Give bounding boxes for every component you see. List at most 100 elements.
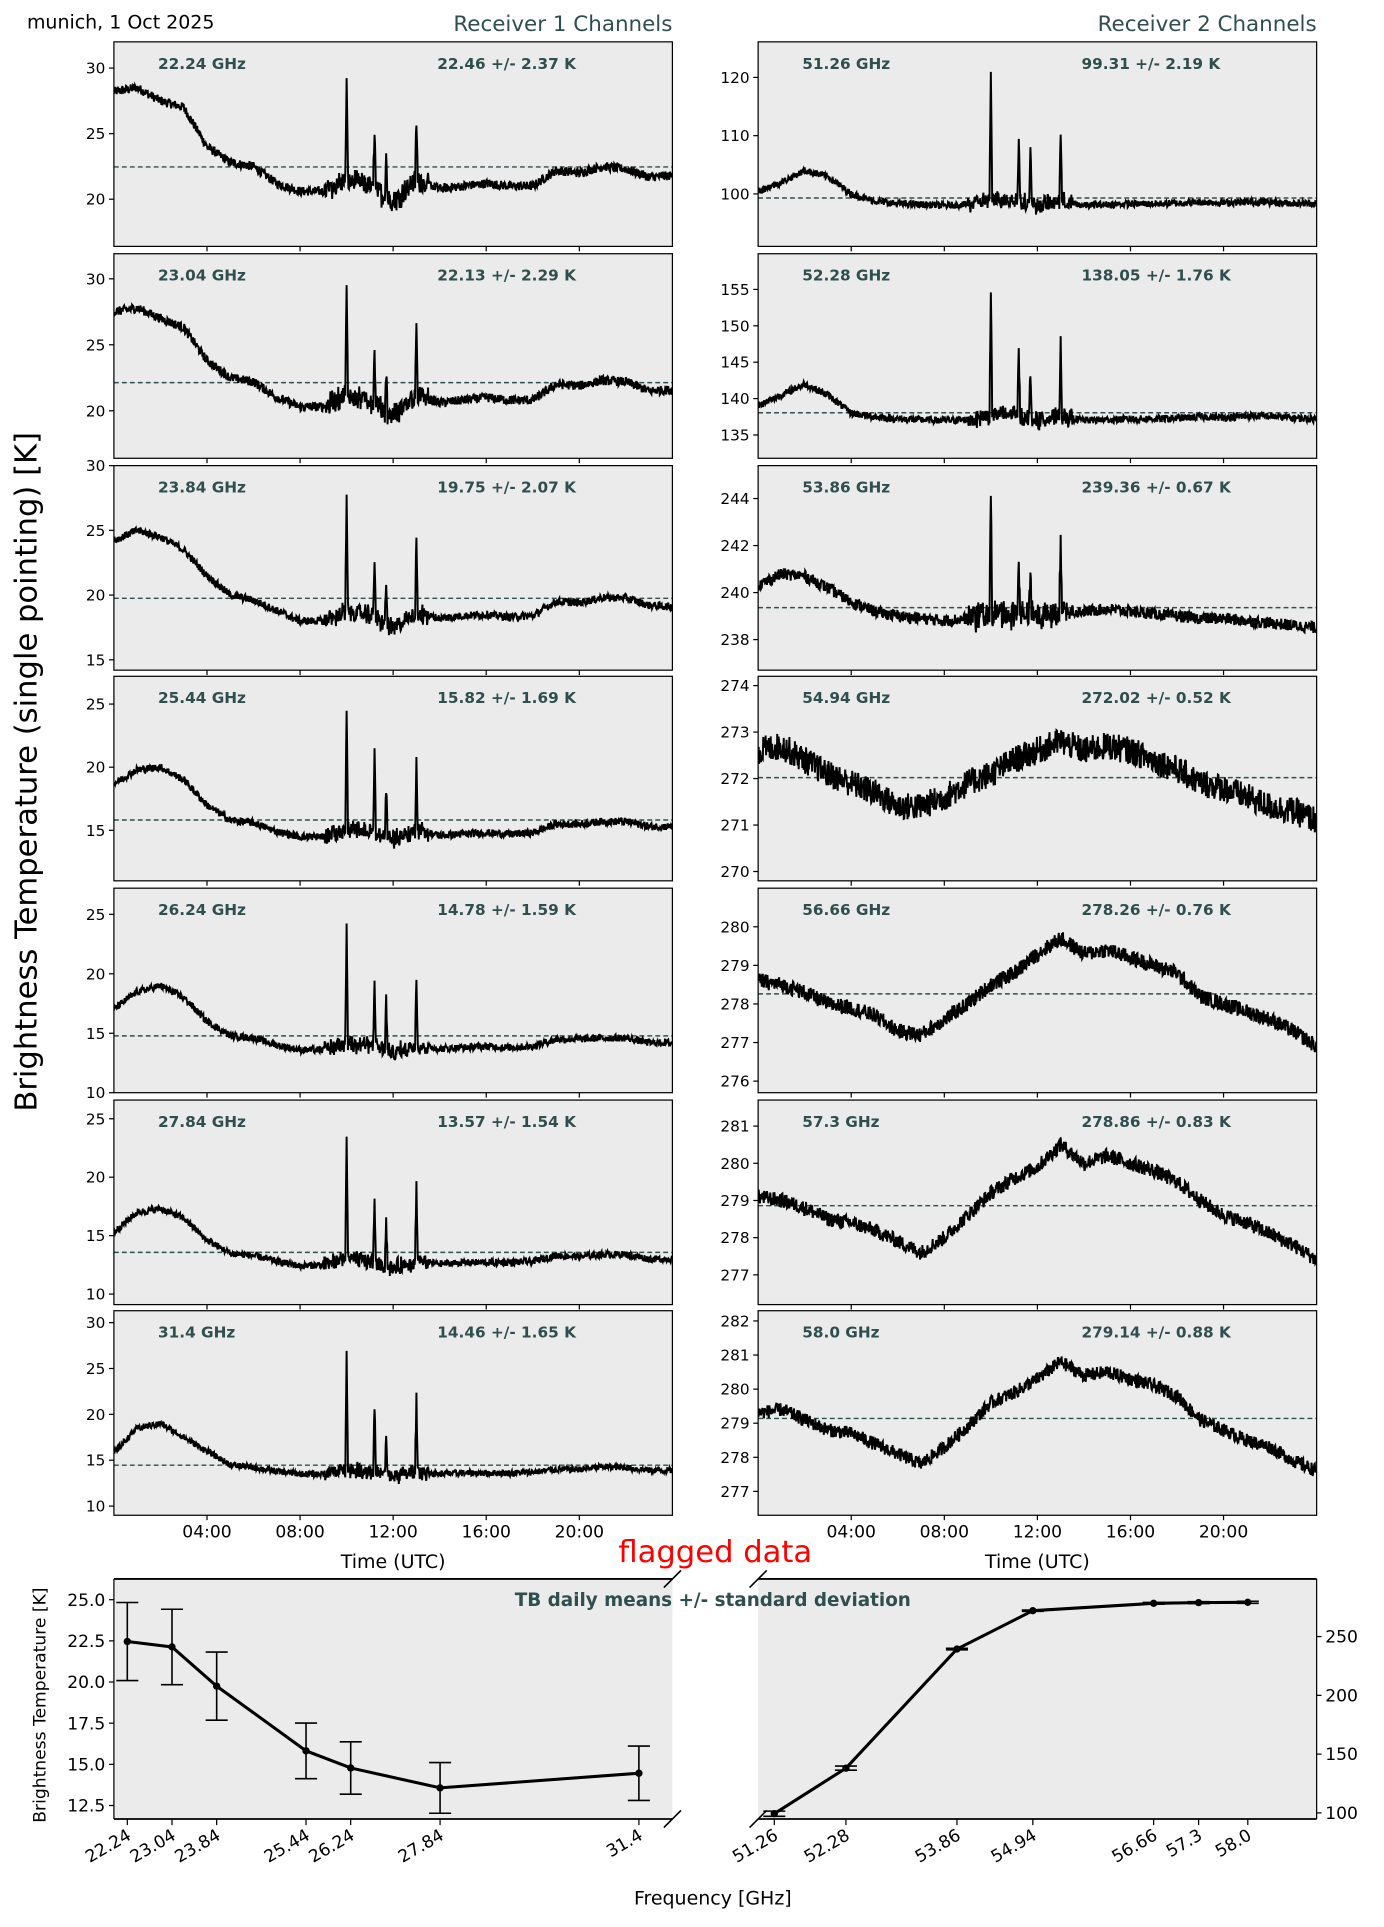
mean-std-label: 239.36 +/- 0.67 K: [1081, 479, 1232, 497]
channel-panel: 277 278 279 280 281 57.3 GHz 278.86 +/- 0.83 K: [720, 1099, 1318, 1310]
y-tick-label: 12.5: [67, 1797, 105, 1817]
receiver2-title: Receiver 2 Channels: [1098, 12, 1317, 37]
series-line: [113, 710, 673, 849]
y-tick-label: 276: [720, 1073, 749, 1091]
channel-panel: 270 271 272 273 274 54.94 GHz 272.02 +/- 0.52 …: [720, 675, 1318, 886]
data-point: [1149, 1599, 1158, 1608]
summary-right-axes: 51.26 52.28 53.86 54.94 56.66 57.3 58.0 100 150 2…: [729, 1578, 1358, 1868]
x-tick-label: 08:00: [275, 1522, 324, 1542]
y-tick-label: 200: [1325, 1686, 1358, 1706]
channel-panel: 10 15 20 25 27.84 GHz 13.57 +/- 1.54 K: [86, 1099, 674, 1310]
mean-std-label: 22.13 +/- 2.29 K: [437, 267, 577, 285]
plot-frame: [113, 887, 674, 1094]
y-tick-label: 20: [86, 965, 105, 983]
series-line: [113, 1350, 673, 1484]
frequency-label: 54.94 GHz: [802, 689, 890, 707]
frequency-label: 51.26 GHz: [802, 55, 890, 73]
frequency-label: 53.86 GHz: [802, 479, 890, 497]
x-tick-label: 57.3: [1163, 1826, 1206, 1862]
axis-break-mark: [663, 1809, 682, 1829]
y-tick-label: 280: [720, 918, 749, 936]
y-tick-label: 278: [720, 1229, 749, 1247]
plot-background: [113, 465, 673, 671]
y-tick-label: 135: [720, 426, 749, 444]
series-line: [758, 1356, 1317, 1477]
channel-panel: 238 240 242 244 53.86 GHz 239.36 +/- 0.67 K: [720, 465, 1318, 676]
y-tick-label: 20: [86, 1406, 105, 1424]
frequency-label: 58.0 GHz: [802, 1324, 879, 1342]
frequency-label: 27.84 GHz: [158, 1113, 246, 1131]
channel-panel: 277 278 279 280 281 282 04:00 08:00 12:00 16:00 20…: [720, 1310, 1318, 1542]
series-line: [113, 494, 673, 636]
x-tick-label: 51.26: [729, 1826, 781, 1868]
y-tick-label: 278: [720, 995, 749, 1013]
y-tick-label: 150: [1325, 1745, 1358, 1765]
x-tick-label: 16:00: [1106, 1522, 1155, 1542]
x-tick-label: 31.4: [603, 1826, 646, 1862]
data-point: [635, 1769, 643, 1777]
y-tick-label: 15: [86, 1227, 105, 1245]
y-tick-label: 140: [720, 390, 749, 408]
x-tick-label: 54.94: [988, 1826, 1040, 1868]
frequency-label: 52.28 GHz: [802, 267, 890, 285]
x-tick-label: 12:00: [368, 1522, 417, 1542]
y-tick-label: 15: [86, 1452, 105, 1470]
axis-break-mark: [663, 1569, 682, 1589]
data-point: [953, 1645, 961, 1653]
y-tick-label: 15: [86, 822, 105, 840]
frequency-label: 57.3 GHz: [802, 1113, 879, 1131]
y-tick-label: 240: [720, 584, 749, 602]
series-line: [758, 292, 1317, 431]
x-tick-label: 23.84: [172, 1826, 224, 1868]
x-tick-label: 25.44: [261, 1826, 313, 1868]
x-tick-label: 26.24: [306, 1826, 358, 1868]
receiver1-title: Receiver 1 Channels: [453, 12, 672, 37]
y-tick-label: 100: [1325, 1804, 1358, 1824]
x-tick-label: 27.84: [395, 1826, 447, 1868]
x-tick-label: 23.04: [127, 1826, 179, 1868]
plot-background: [758, 888, 1317, 1093]
data-point: [1194, 1598, 1203, 1607]
y-tick-label: 17.5: [67, 1714, 105, 1734]
summary-title: TB daily means +/- standard deviation: [515, 1590, 911, 1611]
y-tick-label: 110: [720, 127, 749, 145]
x-tick-label: 56.66: [1109, 1826, 1161, 1868]
y-tick-label: 25: [86, 1110, 105, 1128]
y-tick-label: 15.0: [67, 1755, 105, 1775]
y-tick-label: 25: [86, 125, 105, 143]
series-line: [113, 923, 673, 1061]
data-point: [1244, 1598, 1252, 1606]
channel-panel: 276 277 278 279 280 56.66 GHz 278.26 +/- 0.76 …: [720, 887, 1318, 1098]
y-tick-label: 25: [86, 1360, 105, 1378]
plot-background: [113, 1310, 673, 1516]
data-point: [123, 1637, 131, 1646]
x-axis-label-receiver2: Time (UTC): [984, 1551, 1090, 1573]
data-point: [347, 1764, 355, 1772]
mean-std-label: 14.46 +/- 1.65 K: [437, 1324, 577, 1342]
y-tick-label: 120: [720, 69, 749, 87]
flagged-data-label: flagged data: [618, 1535, 812, 1570]
plot-background: [113, 1578, 673, 1820]
plot-background: [758, 1578, 1317, 1820]
channel-panel: 20 25 30 23.04 GHz 22.13 +/- 2.29 K: [86, 253, 674, 464]
mean-std-label: 14.78 +/- 1.59 K: [437, 901, 577, 919]
x-tick-label: 08:00: [920, 1522, 969, 1542]
y-tick-label: 150: [720, 317, 749, 335]
y-tick-label: 30: [86, 1314, 105, 1332]
y-tick-label: 25: [86, 906, 105, 924]
y-tick-label: 282: [720, 1312, 749, 1330]
y-tick-label: 279: [720, 1415, 749, 1433]
channel-panel: 10 15 20 25 30 04:00 08:00 12:00 16:00 20:00 31.4 …: [86, 1310, 674, 1542]
x-tick-label: 53.86: [912, 1826, 964, 1868]
y-tick-label: 281: [720, 1347, 749, 1365]
mean-std-label: 13.57 +/- 1.54 K: [437, 1113, 577, 1131]
axis-break-mark: [749, 1809, 768, 1829]
plot-frame: [757, 887, 1318, 1094]
y-tick-label: 22.5: [67, 1632, 105, 1652]
y-tick-label: 30: [86, 60, 105, 78]
data-point: [168, 1643, 176, 1651]
data-point: [302, 1747, 310, 1755]
y-tick-label: 273: [720, 724, 749, 742]
summary-y-label: Brightness Temperature [K]: [30, 1588, 50, 1823]
